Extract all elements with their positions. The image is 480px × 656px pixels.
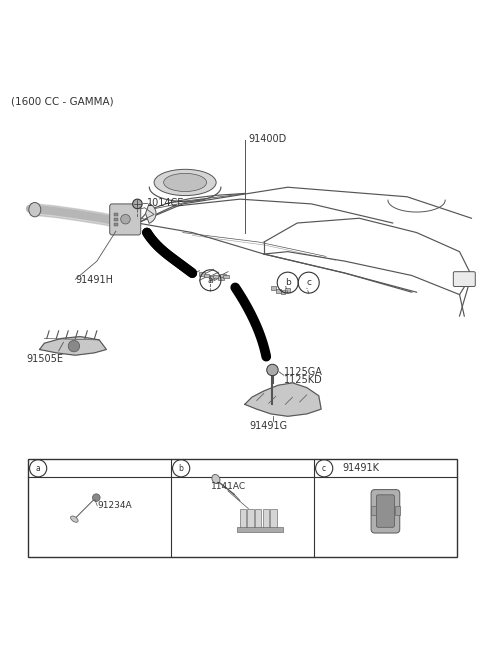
Text: (1600 CC - GAMMA): (1600 CC - GAMMA) [11, 96, 114, 106]
Text: 1141AC: 1141AC [211, 482, 246, 491]
Text: c: c [306, 278, 311, 287]
Bar [395, 506, 400, 515]
Bar [263, 508, 269, 527]
Bar [208, 276, 214, 279]
Wedge shape [145, 203, 156, 223]
Polygon shape [245, 383, 321, 417]
Text: 91491G: 91491G [250, 420, 288, 430]
Bar [223, 275, 228, 278]
Polygon shape [39, 337, 107, 355]
Text: 1125KD: 1125KD [284, 375, 323, 384]
Bar [240, 508, 246, 527]
Ellipse shape [71, 516, 78, 522]
Bar [28, 459, 457, 557]
Text: c: c [322, 464, 326, 473]
Bar [238, 527, 283, 531]
Text: 91491K: 91491K [342, 463, 379, 473]
Ellipse shape [164, 173, 206, 192]
Circle shape [93, 494, 100, 501]
Bar [114, 218, 118, 221]
Text: 91491H: 91491H [75, 276, 113, 285]
Bar [276, 289, 281, 293]
Bar [371, 506, 376, 515]
Text: b: b [285, 278, 290, 287]
Bar [270, 508, 276, 527]
Text: a: a [36, 464, 40, 473]
Bar [199, 272, 204, 276]
FancyBboxPatch shape [453, 272, 475, 287]
Ellipse shape [212, 474, 220, 483]
FancyBboxPatch shape [376, 495, 395, 527]
Text: 91234A: 91234A [97, 501, 132, 510]
Circle shape [120, 215, 130, 224]
Bar [271, 287, 276, 291]
Bar [213, 275, 219, 278]
FancyBboxPatch shape [110, 204, 141, 235]
Bar [248, 508, 253, 527]
Text: 1125GA: 1125GA [284, 367, 323, 377]
Ellipse shape [154, 169, 216, 195]
FancyBboxPatch shape [371, 489, 400, 533]
Bar [255, 508, 261, 527]
Text: 91505E: 91505E [26, 354, 63, 364]
Bar [218, 276, 224, 280]
Bar [285, 288, 290, 292]
Text: a: a [208, 276, 213, 285]
Text: 91400D: 91400D [249, 134, 287, 144]
Bar [220, 274, 226, 277]
Bar [204, 274, 209, 277]
Circle shape [267, 364, 278, 376]
Bar [281, 290, 285, 294]
Text: 1014CE: 1014CE [147, 198, 184, 208]
Circle shape [132, 199, 142, 209]
Text: b: b [179, 464, 183, 473]
Ellipse shape [29, 203, 41, 216]
Bar [114, 213, 118, 216]
Circle shape [68, 340, 80, 352]
Bar [114, 222, 118, 226]
